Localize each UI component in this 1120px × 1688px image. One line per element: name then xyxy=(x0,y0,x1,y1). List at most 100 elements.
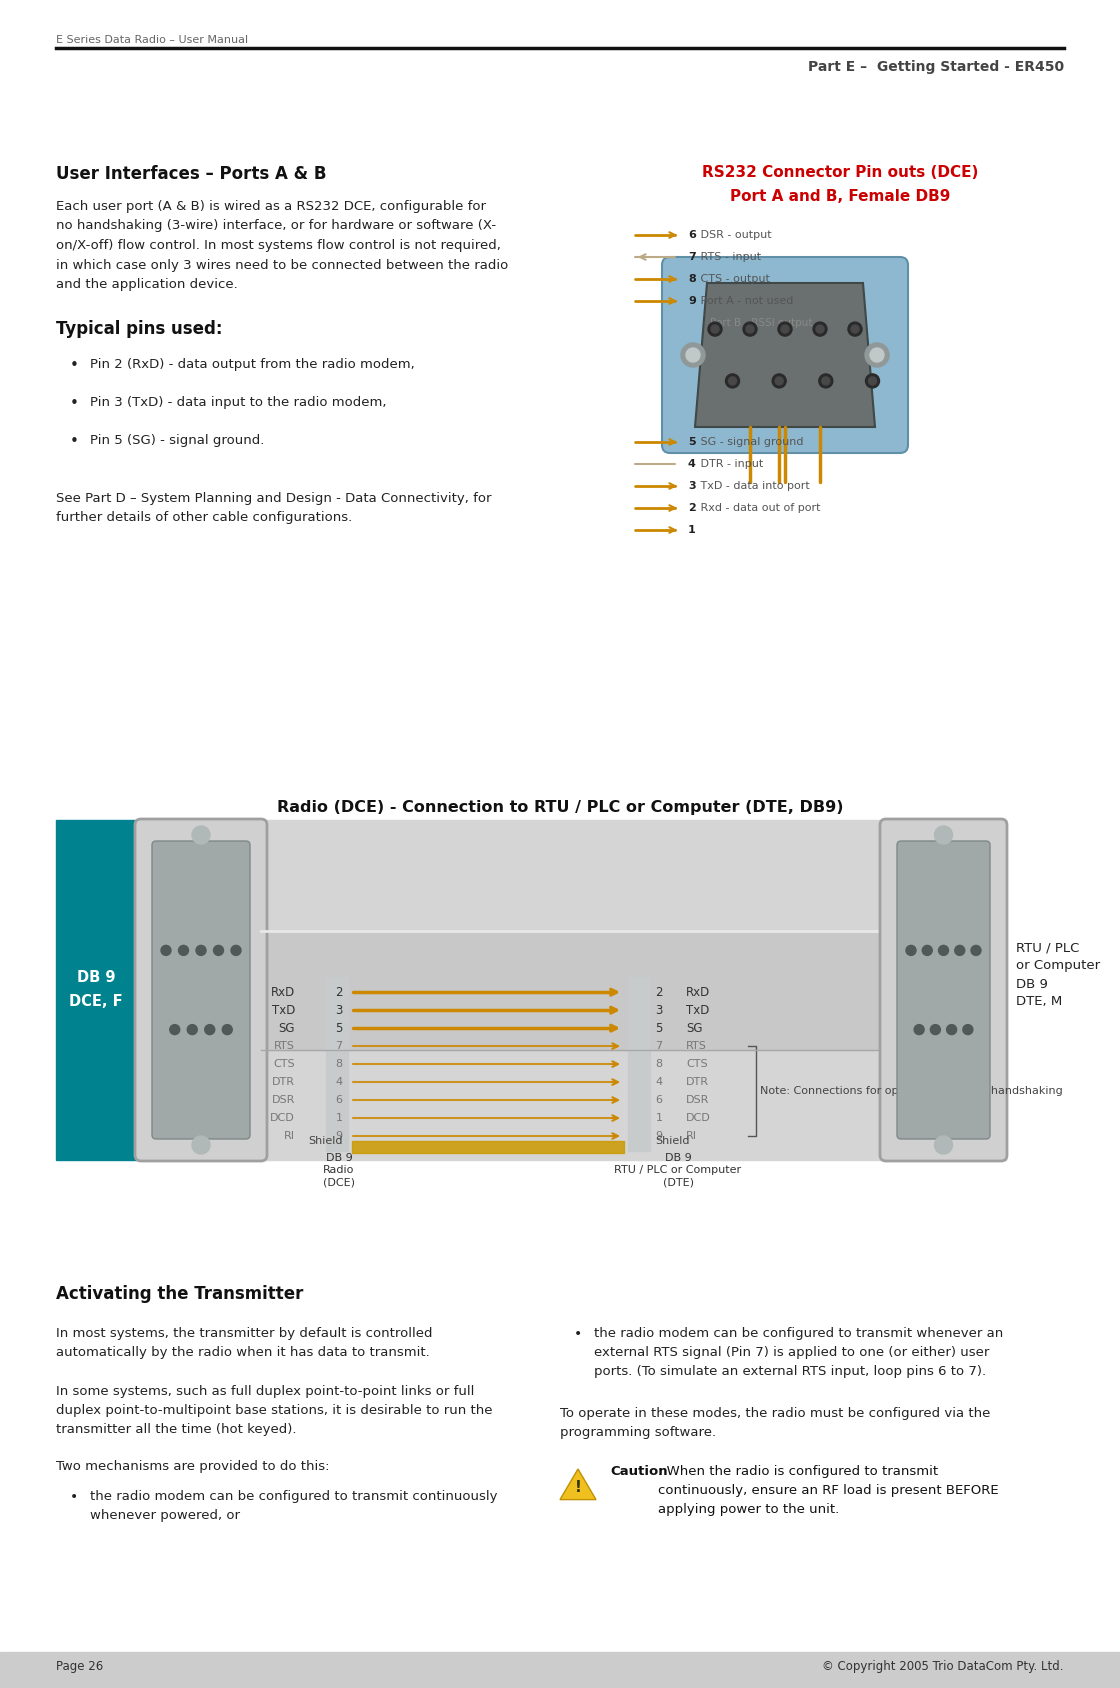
Text: 4: 4 xyxy=(655,1077,663,1087)
Text: DSR: DSR xyxy=(685,1096,709,1106)
Polygon shape xyxy=(560,1469,596,1499)
Text: •: • xyxy=(69,358,78,373)
Text: 5: 5 xyxy=(688,437,696,447)
Text: the radio modem can be configured to transmit continuously
whenever powered, or: the radio modem can be configured to tra… xyxy=(90,1491,497,1523)
Text: RTS - input: RTS - input xyxy=(697,252,762,262)
Text: CTS: CTS xyxy=(685,1058,708,1069)
Circle shape xyxy=(746,326,754,333)
Circle shape xyxy=(187,1025,197,1035)
Text: 7: 7 xyxy=(655,1041,663,1052)
Circle shape xyxy=(971,945,981,955)
Circle shape xyxy=(813,322,827,336)
Text: © Copyright 2005 Trio DataCom Pty. Ltd.: © Copyright 2005 Trio DataCom Pty. Ltd. xyxy=(822,1659,1064,1673)
Text: 7: 7 xyxy=(335,1041,343,1052)
Circle shape xyxy=(865,343,889,366)
Text: DTR: DTR xyxy=(685,1077,709,1087)
Text: Radio (DCE) - Connection to RTU / PLC or Computer (DTE, DB9): Radio (DCE) - Connection to RTU / PLC or… xyxy=(277,800,843,815)
Circle shape xyxy=(906,945,916,955)
Circle shape xyxy=(772,375,786,388)
Text: RI: RI xyxy=(685,1131,697,1141)
Text: 1: 1 xyxy=(336,1112,343,1123)
Text: 3: 3 xyxy=(688,481,696,491)
Polygon shape xyxy=(696,284,875,427)
Text: RI: RI xyxy=(284,1131,295,1141)
FancyBboxPatch shape xyxy=(880,819,1007,1161)
Circle shape xyxy=(726,375,739,388)
Text: Rxd - data out of port: Rxd - data out of port xyxy=(697,503,821,513)
Text: Note: Connections for optional Hardware handshaking: Note: Connections for optional Hardware … xyxy=(760,1085,1063,1096)
Circle shape xyxy=(192,1136,211,1155)
Bar xyxy=(56,820,136,1160)
Text: Shield: Shield xyxy=(308,1136,343,1146)
Text: Activating the Transmitter: Activating the Transmitter xyxy=(56,1285,304,1303)
Text: RxD: RxD xyxy=(685,986,710,999)
Text: Each user port (A & B) is wired as a RS232 DCE, configurable for
no handshaking : Each user port (A & B) is wired as a RS2… xyxy=(56,199,508,290)
Text: •: • xyxy=(573,1327,582,1340)
Text: TxD: TxD xyxy=(272,1004,295,1016)
Circle shape xyxy=(931,1025,941,1035)
Text: Pin 2 (RxD) - data output from the radio modem,: Pin 2 (RxD) - data output from the radio… xyxy=(90,358,414,371)
Text: 6: 6 xyxy=(688,230,696,240)
Text: 1: 1 xyxy=(688,525,696,535)
Text: CTS: CTS xyxy=(273,1058,295,1069)
Text: Port A and B, Female DB9: Port A and B, Female DB9 xyxy=(730,189,950,204)
Text: RTS: RTS xyxy=(685,1041,707,1052)
Text: 8: 8 xyxy=(335,1058,343,1069)
Text: Part E –  Getting Started - ER450: Part E – Getting Started - ER450 xyxy=(808,61,1064,74)
Text: Port B - RSSI output: Port B - RSSI output xyxy=(697,317,812,327)
Text: 7: 7 xyxy=(688,252,696,262)
Text: RxD: RxD xyxy=(271,986,295,999)
Text: Page 26: Page 26 xyxy=(56,1659,103,1673)
Text: the radio modem can be configured to transmit whenever an
external RTS signal (P: the radio modem can be configured to tra… xyxy=(594,1327,1004,1377)
Circle shape xyxy=(685,348,700,361)
Circle shape xyxy=(914,1025,924,1035)
Circle shape xyxy=(231,945,241,955)
Text: SG - signal ground: SG - signal ground xyxy=(697,437,803,447)
Bar xyxy=(352,1141,624,1153)
Circle shape xyxy=(196,945,206,955)
Text: To operate in these modes, the radio must be configured via the
programming soft: To operate in these modes, the radio mus… xyxy=(560,1408,990,1438)
Text: Port A - not used: Port A - not used xyxy=(697,295,793,306)
Circle shape xyxy=(851,326,859,333)
Text: Typical pins used:: Typical pins used: xyxy=(56,321,223,338)
Circle shape xyxy=(778,322,792,336)
Text: 9: 9 xyxy=(335,1131,343,1141)
Text: SG: SG xyxy=(279,1021,295,1035)
Text: 8: 8 xyxy=(655,1058,663,1069)
Text: RTS: RTS xyxy=(274,1041,295,1052)
Bar xyxy=(628,977,650,1151)
Circle shape xyxy=(681,343,704,366)
Circle shape xyxy=(728,376,737,385)
Circle shape xyxy=(711,326,719,333)
FancyBboxPatch shape xyxy=(662,257,908,452)
Text: 1: 1 xyxy=(655,1112,663,1123)
Text: 9: 9 xyxy=(655,1131,663,1141)
Text: In some systems, such as full duplex point-to-point links or full
duplex point-t: In some systems, such as full duplex poi… xyxy=(56,1384,493,1436)
Circle shape xyxy=(822,376,830,385)
Text: 4: 4 xyxy=(688,459,696,469)
Text: !: ! xyxy=(575,1480,581,1496)
Circle shape xyxy=(775,376,783,385)
Circle shape xyxy=(922,945,932,955)
Text: DTR - input: DTR - input xyxy=(697,459,763,469)
Circle shape xyxy=(934,1136,952,1155)
Circle shape xyxy=(934,825,952,844)
FancyBboxPatch shape xyxy=(897,841,990,1139)
Circle shape xyxy=(781,326,788,333)
Text: E Series Data Radio – User Manual: E Series Data Radio – User Manual xyxy=(56,35,249,46)
Text: 2: 2 xyxy=(655,986,663,999)
Circle shape xyxy=(708,322,722,336)
Text: Pin 3 (TxD) - data input to the radio modem,: Pin 3 (TxD) - data input to the radio mo… xyxy=(90,397,386,408)
Text: User Interfaces – Ports A & B: User Interfaces – Ports A & B xyxy=(56,165,327,182)
Text: 4: 4 xyxy=(335,1077,343,1087)
Circle shape xyxy=(946,1025,956,1035)
Bar xyxy=(136,820,1006,1160)
Text: See Part D – System Planning and Design - Data Connectivity, for
further details: See Part D – System Planning and Design … xyxy=(56,491,492,523)
Text: 2: 2 xyxy=(335,986,343,999)
Text: DB 9
Radio
(DCE): DB 9 Radio (DCE) xyxy=(323,1153,355,1188)
Text: Pin 5 (SG) - signal ground.: Pin 5 (SG) - signal ground. xyxy=(90,434,264,447)
Text: RTU / PLC
or Computer
DB 9
DTE, M: RTU / PLC or Computer DB 9 DTE, M xyxy=(1016,942,1100,1008)
Text: Two mechanisms are provided to do this:: Two mechanisms are provided to do this: xyxy=(56,1460,329,1474)
Text: Caution: Caution xyxy=(610,1465,668,1479)
Circle shape xyxy=(866,375,879,388)
